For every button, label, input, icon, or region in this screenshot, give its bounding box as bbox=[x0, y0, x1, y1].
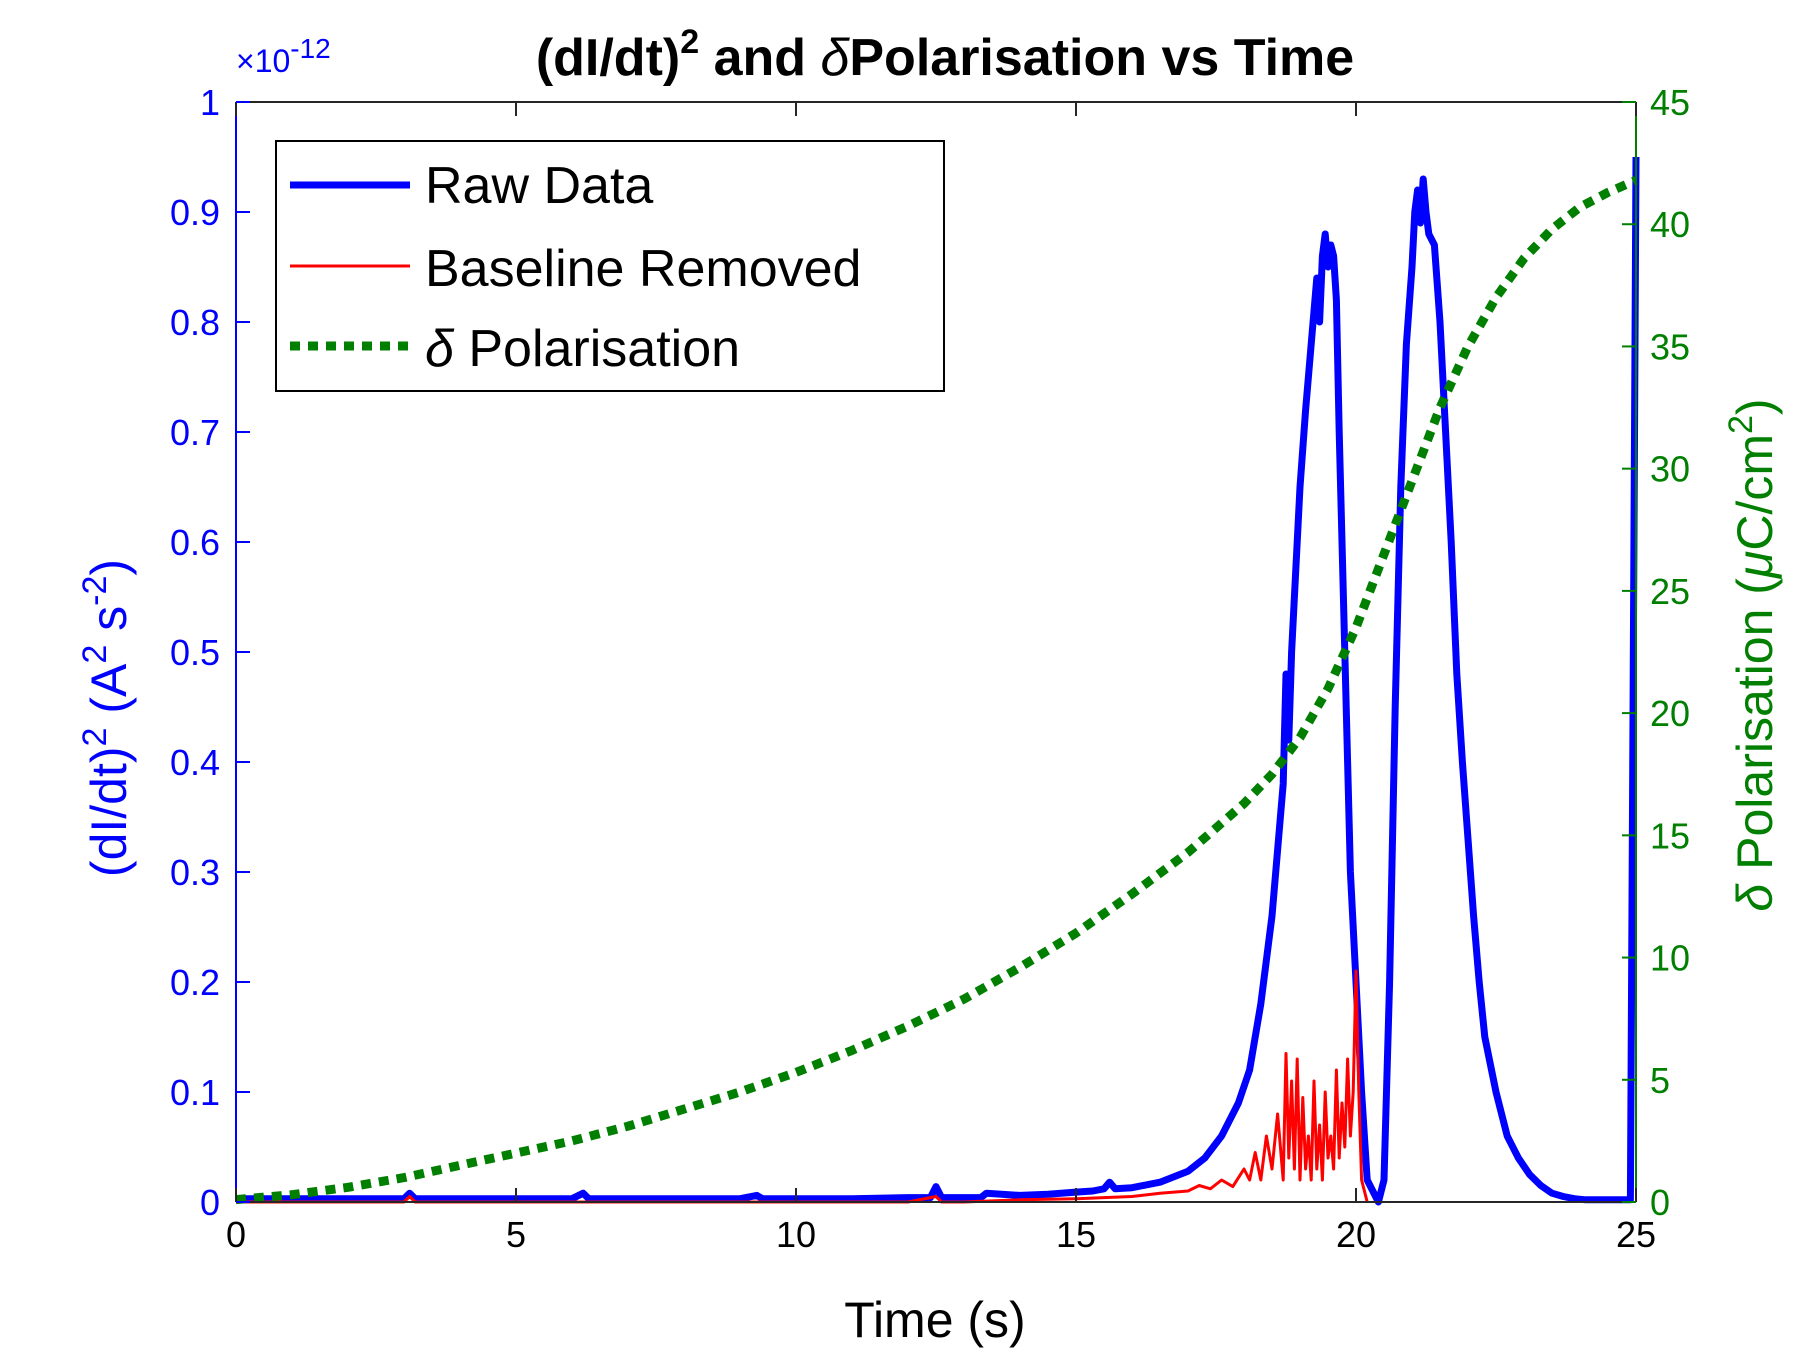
left-y-tick-label: 0.9 bbox=[170, 192, 220, 233]
chart-title: (dI/dt)2 and δPolarisation vs Time bbox=[536, 23, 1354, 87]
left-y-tick-label: 1 bbox=[200, 82, 220, 123]
legend-label-baseline-removed: Baseline Removed bbox=[425, 240, 861, 298]
right-y-tick-label: 45 bbox=[1650, 82, 1690, 123]
series-raw-data bbox=[236, 156, 1640, 1206]
right-y-tick-label: 20 bbox=[1650, 693, 1690, 734]
x-tick-label: 20 bbox=[1336, 1214, 1376, 1255]
x-tick-label: 25 bbox=[1616, 1214, 1656, 1255]
plot-lines bbox=[235, 156, 1640, 1206]
right-y-tick-label: 35 bbox=[1650, 326, 1690, 367]
left-y-tick-label: 0.3 bbox=[170, 852, 220, 893]
right-y-tick-label: 30 bbox=[1650, 449, 1690, 490]
left-axis-exponent: ×10-12 bbox=[236, 33, 331, 79]
x-tick-label: 0 bbox=[226, 1214, 246, 1255]
legend: Raw Data Baseline Removed δ Polarisation bbox=[275, 140, 945, 392]
right-y-tick-label: 10 bbox=[1650, 938, 1690, 979]
right-y-tick-label: 25 bbox=[1650, 571, 1690, 612]
right-y-tick-label: 40 bbox=[1650, 204, 1690, 245]
series-polarisation bbox=[235, 176, 1638, 1205]
left-y-tick-label: 0.2 bbox=[170, 962, 220, 1003]
right-axis-title: δ Polarisation (μC/cm2) bbox=[1722, 398, 1783, 911]
x-tick-label: 15 bbox=[1056, 1214, 1096, 1255]
left-axis-title: (dI/dt)2 (A2 s-2) bbox=[76, 559, 137, 877]
right-y-tick-label: 15 bbox=[1650, 815, 1690, 856]
left-y-tick-label: 0.4 bbox=[170, 742, 220, 783]
right-y-tick-label: 0 bbox=[1650, 1182, 1670, 1223]
left-y-tick-label: 0.6 bbox=[170, 522, 220, 563]
left-y-tick-label: 0.5 bbox=[170, 632, 220, 673]
left-y-tick-label: 0.8 bbox=[170, 302, 220, 343]
left-y-tick-label: 0.7 bbox=[170, 412, 220, 453]
legend-label-polarisation: δ Polarisation bbox=[425, 320, 740, 378]
series-baseline-removed bbox=[236, 969, 1369, 1204]
legend-label-raw-data: Raw Data bbox=[425, 157, 653, 215]
left-y-tick-label: 0 bbox=[200, 1182, 220, 1223]
right-y-tick-label: 5 bbox=[1650, 1060, 1670, 1101]
x-tick-label: 5 bbox=[506, 1214, 526, 1255]
ticks: 0 5 10 15 20 2500.10.20.30.40.50.60.70.80.910… bbox=[170, 82, 1690, 1255]
x-axis-title: Time (s) bbox=[844, 1292, 1025, 1348]
left-y-tick-label: 0.1 bbox=[170, 1072, 220, 1113]
x-tick-label: 10 bbox=[776, 1214, 816, 1255]
